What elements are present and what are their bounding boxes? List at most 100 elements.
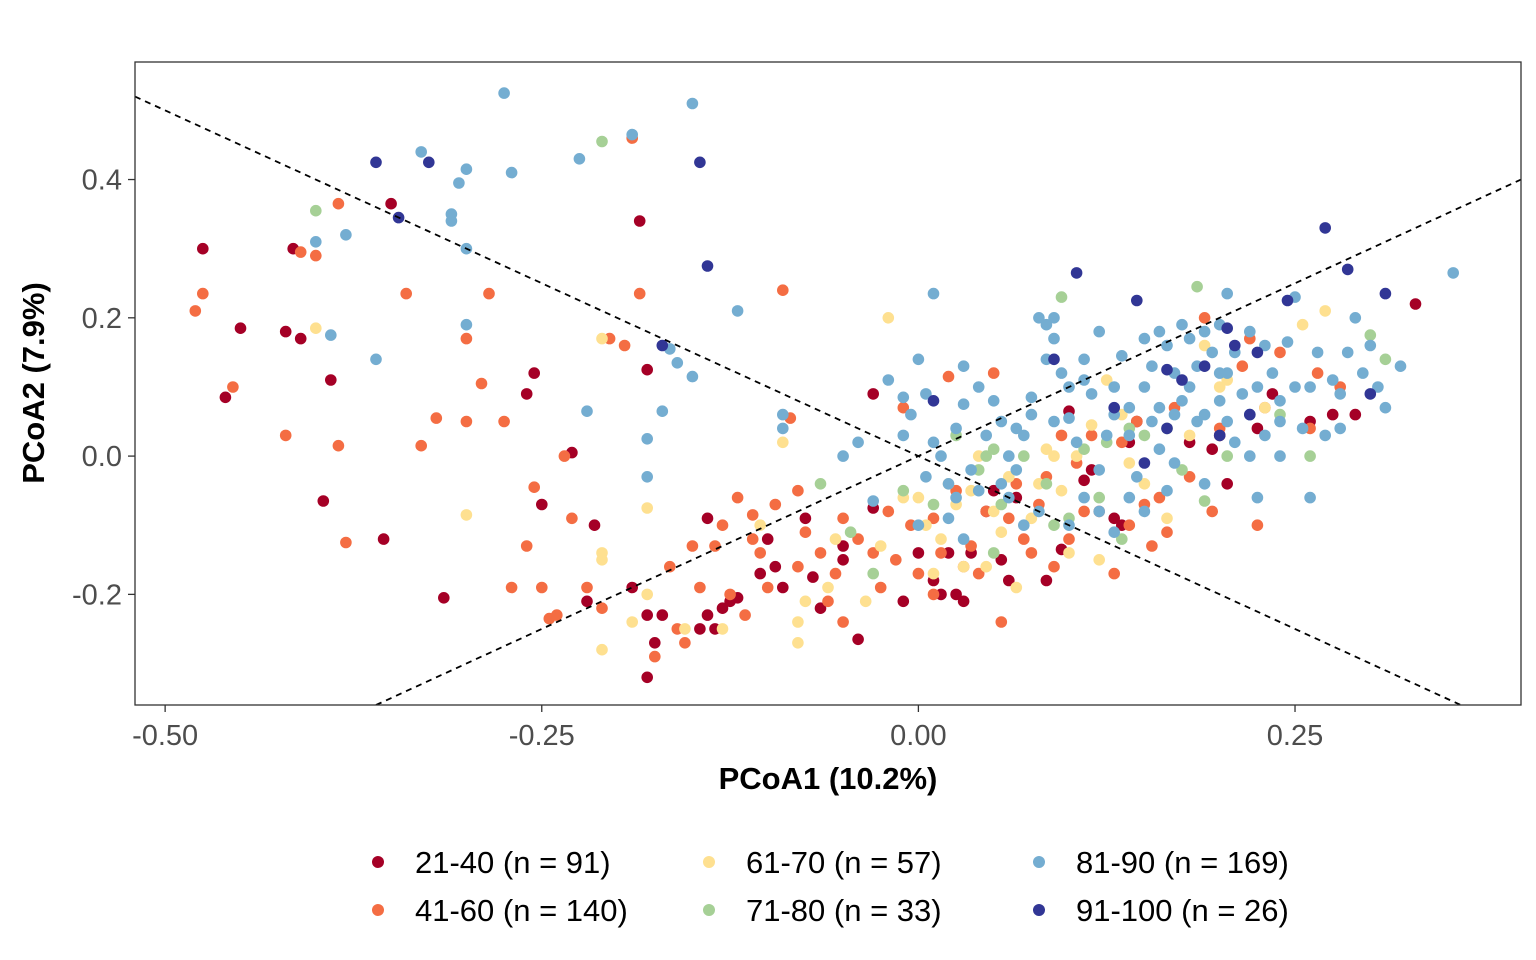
data-point-series-4: [1048, 415, 1060, 428]
data-point-series-4: [415, 146, 428, 158]
data-point-series-4: [995, 415, 1008, 428]
data-point-series-4: [573, 153, 586, 165]
data-point-series-4: [1153, 401, 1166, 414]
data-point-series-5: [694, 156, 706, 169]
data-point-series-3: [1116, 533, 1128, 545]
data-point-series-1: [1063, 533, 1075, 545]
data-point-series-1: [558, 450, 571, 462]
legend-key-marker: [703, 856, 715, 868]
data-point-series-3: [1078, 443, 1090, 456]
data-point-series-5: [370, 156, 382, 169]
data-point-series-4: [1304, 491, 1316, 504]
data-point-series-2: [1040, 443, 1053, 456]
data-point-series-4: [1138, 332, 1151, 345]
data-point-series-4: [1319, 429, 1331, 442]
data-point-series-0: [581, 595, 593, 608]
data-point-series-1: [340, 536, 352, 549]
data-point-series-0: [701, 512, 714, 525]
data-point-series-1: [551, 609, 563, 621]
data-point-series-0: [219, 391, 232, 404]
data-point-series-1: [633, 287, 646, 300]
data-point-series-1: [415, 439, 428, 452]
data-point-series-0: [950, 588, 962, 601]
data-point-series-1: [822, 595, 834, 608]
data-point-series-5: [1161, 422, 1173, 435]
data-point-series-2: [1048, 450, 1060, 462]
data-point-series-0: [294, 332, 307, 345]
data-point-series-1: [754, 547, 766, 559]
y-axis-title: PCoA2 (7.9%): [16, 282, 51, 484]
axes-layer: -0.50 -0.25 0.00 0.25 -0.2 0.0 0.2 0.4: [72, 165, 1323, 752]
data-point-series-5: [1281, 294, 1294, 307]
data-point-series-3: [987, 443, 1000, 456]
data-point-series-4: [1447, 267, 1459, 279]
data-point-series-4: [445, 215, 458, 227]
data-point-series-5: [1161, 363, 1173, 376]
data-point-series-2: [679, 623, 691, 635]
data-point-series-4: [965, 464, 977, 476]
data-point-series-1: [460, 332, 473, 345]
data-point-series-1: [927, 588, 940, 601]
data-point-series-4: [1198, 478, 1211, 490]
data-point-series-2: [1296, 318, 1309, 331]
data-point-series-4: [1093, 505, 1105, 518]
data-point-series-2: [596, 554, 608, 566]
data-point-series-3: [1048, 519, 1060, 531]
data-point-series-2: [927, 567, 940, 580]
data-point-series-3: [1304, 450, 1316, 462]
data-point-series-4: [1040, 318, 1053, 331]
data-point-series-4: [1251, 381, 1264, 393]
data-point-series-1: [1085, 429, 1098, 442]
data-point-series-3: [897, 484, 910, 497]
data-point-series-1: [935, 547, 947, 559]
data-point-series-4: [1078, 491, 1090, 504]
legend: 21-40 (n = 91) 41-60 (n = 140) 61-70 (n = …: [372, 845, 1289, 928]
data-point-series-5: [701, 260, 714, 272]
legend-key-marker: [372, 904, 384, 916]
data-point-series-2: [626, 616, 638, 628]
data-point-series-4: [671, 357, 684, 369]
data-point-series-4: [1048, 332, 1060, 345]
data-point-series-4: [1168, 457, 1181, 469]
data-point-series-4: [927, 287, 940, 300]
data-point-series-4: [626, 128, 638, 141]
y-tick-label: 0.0: [82, 441, 122, 473]
data-point-series-4: [1213, 367, 1226, 379]
data-point-series-4: [950, 422, 962, 435]
data-point-series-4: [897, 429, 910, 442]
data-point-series-1: [694, 581, 706, 594]
data-point-series-0: [814, 602, 827, 614]
data-point-series-2: [596, 332, 608, 345]
data-point-series-2: [792, 637, 804, 649]
data-point-series-4: [882, 374, 895, 386]
data-point-series-4: [942, 512, 955, 525]
data-point-series-2: [882, 312, 895, 324]
data-point-series-1: [430, 412, 443, 424]
data-point-series-5: [1221, 322, 1233, 335]
data-point-series-2: [912, 491, 925, 504]
data-point-series-0: [1040, 574, 1053, 587]
y-tick-label: 0.4: [82, 165, 122, 197]
data-point-series-4: [1244, 325, 1256, 338]
data-point-series-4: [1153, 325, 1166, 338]
data-point-series-4: [1244, 450, 1256, 462]
data-point-series-4: [1334, 388, 1346, 400]
data-point-series-4: [1078, 374, 1090, 386]
data-point-series-0: [588, 519, 601, 531]
data-point-series-4: [1025, 408, 1038, 421]
data-point-series-0: [897, 595, 910, 608]
data-point-series-4: [927, 436, 940, 449]
data-point-series-4: [1334, 422, 1346, 435]
data-point-series-1: [294, 246, 307, 258]
data-point-series-2: [777, 436, 789, 449]
data-point-series-5: [1341, 263, 1354, 276]
data-point-series-0: [867, 388, 879, 400]
data-point-series-4: [987, 395, 1000, 407]
data-point-series-3: [1364, 329, 1377, 341]
data-point-series-4: [1259, 339, 1271, 352]
data-point-series-3: [1040, 478, 1053, 490]
data-point-series-1: [709, 540, 721, 552]
data-point-series-3: [1093, 491, 1105, 504]
data-point-series-4: [1341, 346, 1354, 359]
data-point-series-3: [1379, 353, 1392, 366]
